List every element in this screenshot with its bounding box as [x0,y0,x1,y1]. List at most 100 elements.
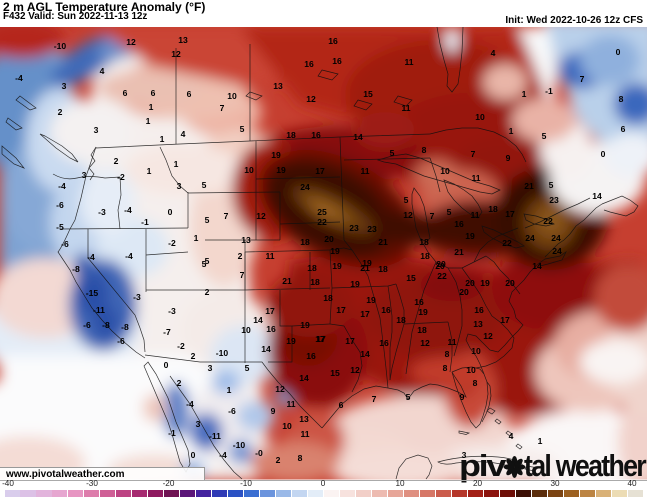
svg-text:14: 14 [353,132,363,142]
svg-text:10: 10 [282,421,292,431]
svg-text:-11: -11 [93,305,105,315]
svg-text:12: 12 [350,365,360,375]
svg-text:11: 11 [447,337,456,347]
svg-text:17: 17 [315,166,325,176]
svg-text:-11: -11 [209,431,221,441]
svg-text:16: 16 [266,324,276,334]
svg-text:1: 1 [149,102,154,112]
svg-text:16: 16 [311,130,321,140]
svg-text:9: 9 [460,392,465,402]
svg-text:23: 23 [367,224,377,234]
svg-text:17: 17 [505,209,515,219]
svg-text:18: 18 [417,325,427,335]
svg-text:11: 11 [265,251,274,261]
svg-text:9: 9 [271,406,276,416]
svg-text:19: 19 [276,165,286,175]
svg-text:17: 17 [500,315,510,325]
svg-text:18: 18 [310,277,320,287]
svg-text:6: 6 [339,400,344,410]
svg-text:6: 6 [187,89,192,99]
svg-text:0: 0 [191,450,196,460]
svg-text:-4: -4 [15,73,23,83]
svg-text:20: 20 [505,278,515,288]
svg-text:15: 15 [363,89,373,99]
svg-text:11: 11 [360,166,369,176]
svg-text:22: 22 [317,217,327,227]
svg-text:18: 18 [419,237,429,247]
svg-text:19: 19 [465,231,475,241]
svg-text:7: 7 [430,211,435,221]
svg-text:4: 4 [509,431,514,441]
svg-text:2: 2 [238,251,243,261]
svg-text:5: 5 [202,180,207,190]
svg-text:18: 18 [323,293,333,303]
svg-text:24: 24 [525,233,535,243]
svg-text:11: 11 [401,103,410,113]
svg-text:8: 8 [445,349,450,359]
svg-text:-2: -2 [117,172,125,182]
svg-text:1: 1 [522,89,527,99]
svg-text:-4: -4 [58,181,66,191]
svg-text:7: 7 [240,270,245,280]
svg-text:piv: piv [459,448,507,483]
svg-text:-6: -6 [56,200,64,210]
svg-text:-4: -4 [186,399,194,409]
svg-text:tal weather: tal weather [524,448,647,483]
svg-text:2: 2 [276,455,281,465]
svg-text:7: 7 [471,149,476,159]
svg-text:21: 21 [378,237,388,247]
svg-text:-15: -15 [86,288,99,298]
svg-text:16: 16 [328,36,338,46]
svg-text:13: 13 [241,235,251,245]
svg-text:5: 5 [404,195,409,205]
svg-text:2: 2 [58,107,63,117]
svg-text:24: 24 [551,233,561,243]
svg-text:2: 2 [205,287,210,297]
svg-text:13: 13 [178,35,188,45]
svg-text:24: 24 [300,182,310,192]
svg-text:14: 14 [261,344,271,354]
svg-text:3: 3 [177,181,182,191]
svg-text:17: 17 [345,336,355,346]
svg-text:-1: -1 [545,86,553,96]
svg-text:3: 3 [208,363,213,373]
svg-text:1: 1 [147,166,152,176]
svg-text:19: 19 [350,279,360,289]
svg-text:-10: -10 [233,440,246,450]
svg-text:21: 21 [360,263,370,273]
svg-text:4: 4 [491,48,496,58]
svg-text:16: 16 [454,219,464,229]
svg-text:6: 6 [621,124,626,134]
svg-text:7: 7 [224,211,229,221]
svg-text:-6: -6 [61,239,69,249]
svg-text:20: 20 [465,278,475,288]
svg-text:14: 14 [592,191,602,201]
svg-text:-3: -3 [133,292,141,302]
svg-text:1: 1 [160,134,165,144]
svg-text:-2: -2 [168,238,176,248]
svg-text:22: 22 [543,216,553,226]
svg-text:11: 11 [471,173,480,183]
svg-text:15: 15 [330,368,340,378]
svg-text:-10: -10 [54,41,67,51]
svg-text:-3: -3 [168,306,176,316]
svg-text:20: 20 [324,234,334,244]
svg-text:10: 10 [227,91,237,101]
svg-text:19: 19 [271,150,281,160]
svg-text:8: 8 [443,363,448,373]
svg-text:-8: -8 [72,264,80,274]
svg-text:3: 3 [94,125,99,135]
svg-text:0: 0 [601,149,606,159]
svg-text:4: 4 [100,66,105,76]
svg-text:13: 13 [273,81,283,91]
svg-text:10: 10 [466,365,476,375]
svg-text:16: 16 [306,351,316,361]
svg-text:-3: -3 [98,207,106,217]
svg-text:-2: -2 [177,341,185,351]
svg-text:12: 12 [306,94,316,104]
svg-text:8: 8 [298,453,303,463]
svg-text:16: 16 [379,338,389,348]
svg-text:2: 2 [191,351,196,361]
svg-text:16: 16 [474,305,484,315]
svg-text:1: 1 [174,159,179,169]
